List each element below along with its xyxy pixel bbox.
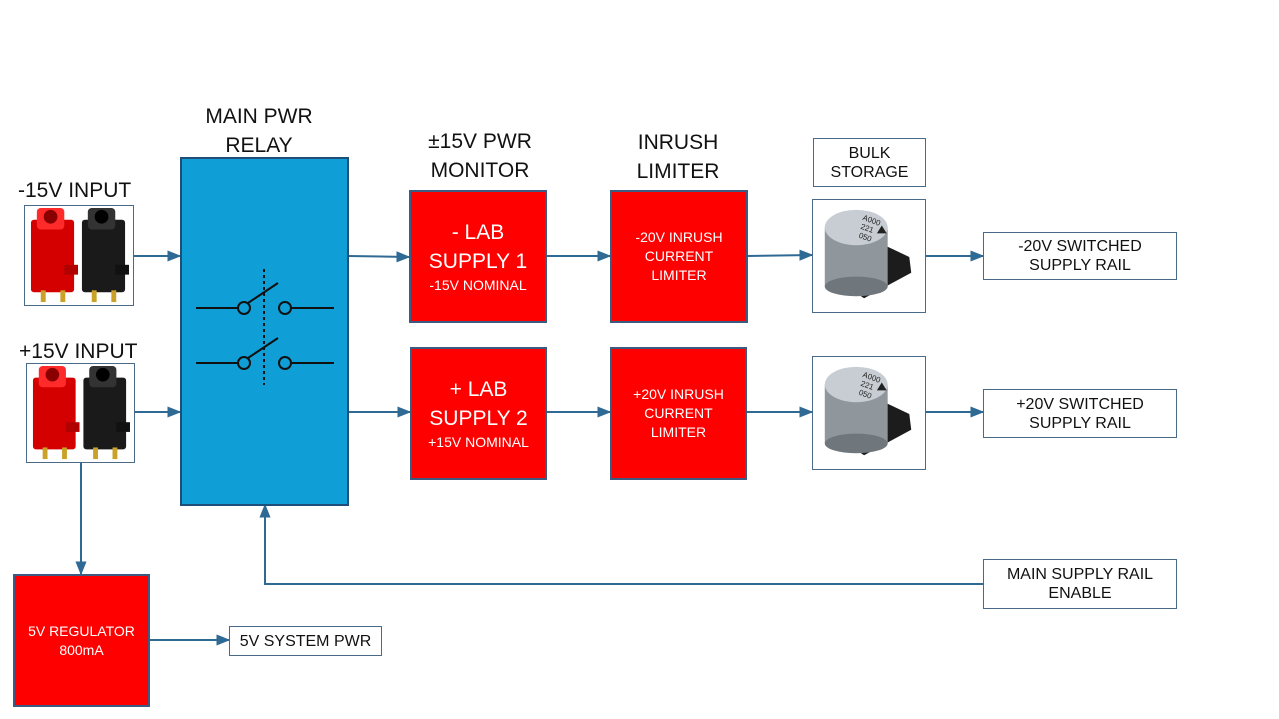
inrush-neg-block: -20V INRUSH CURRENT LIMITER (610, 190, 748, 323)
inrush-limiter-heading: INRUSH LIMITER (598, 128, 758, 186)
lab-supply-1-block: - LAB SUPPLY 1 -15V NOMINAL (409, 190, 547, 323)
inrush-neg-line: -20V INRUSH (635, 229, 723, 245)
neg-input-connector (24, 205, 134, 306)
5v-regulator-block: 5V REGULATOR 800mA (13, 574, 150, 707)
wire-enable-to-relay (259, 503, 983, 585)
wire-inrush-neg-to-cap (746, 249, 814, 261)
inrush-pos-line: CURRENT (644, 405, 713, 421)
pos-input-connector (26, 363, 135, 463)
regulator-line: 800mA (59, 641, 104, 658)
main-pwr-relay-heading: MAIN PWR RELAY (179, 102, 339, 160)
rail-neg-line: SUPPLY RAIL (1029, 257, 1131, 274)
capacitor-marking: 221 (859, 222, 874, 235)
heading-line: MAIN PWR (205, 105, 313, 128)
main-supply-rail-enable-label: MAIN SUPPLY RAIL ENABLE (983, 559, 1177, 609)
lab-supply-2-title-line: + LAB (449, 378, 508, 401)
lab-supply-2-block: + LAB SUPPLY 2 +15V NOMINAL (410, 347, 547, 480)
main-pwr-relay-block (180, 157, 349, 506)
capacitor-marking: 050 (858, 388, 874, 401)
bulk-storage-line: STORAGE (830, 163, 909, 181)
heading-line: RELAY (225, 134, 293, 157)
dpst-switch-icon (196, 269, 334, 385)
system-pwr-text: 5V SYSTEM PWR (239, 632, 372, 650)
bulk-storage-line: BULK (848, 144, 891, 162)
lab-supply-2-note: +15V NOMINAL (428, 434, 529, 450)
rail-neg-line: -20V SWITCHED (1018, 238, 1142, 255)
inrush-pos-line: +20V INRUSH (633, 386, 724, 402)
lab-supply-2-title-line: SUPPLY 2 (429, 407, 528, 430)
heading-line: ±15V PWR (428, 130, 532, 153)
inrush-pos-line: LIMITER (650, 424, 707, 440)
capacitor-marking: 221 (859, 379, 874, 392)
enable-line: ENABLE (1048, 585, 1112, 602)
heading-line: MONITOR (430, 159, 530, 182)
inrush-pos-block: +20V INRUSH CURRENT LIMITER (610, 347, 747, 480)
5v-system-pwr-label: 5V SYSTEM PWR (229, 626, 382, 656)
neg-bulk-capacitor: A000 221 050 (812, 199, 926, 313)
banana-jack-pair-icon (30, 207, 129, 303)
banana-jack-pair-icon (32, 365, 130, 460)
electrolytic-capacitor-icon: A000 221 050 (824, 366, 912, 456)
bulk-storage-label: BULK STORAGE (813, 138, 926, 187)
wire-relay-to-lab1 (347, 251, 411, 263)
pos-input-label: +15V INPUT (19, 340, 138, 363)
neg-input-label: -15V INPUT (18, 179, 132, 202)
pos-bulk-capacitor: A000 221 050 (812, 356, 926, 470)
pos-switched-rail-label: +20V SWITCHED SUPPLY RAIL (983, 389, 1177, 438)
rail-pos-line: SUPPLY RAIL (1029, 414, 1131, 432)
electrolytic-capacitor-icon: A000 221 050 (824, 209, 912, 299)
heading-line: INRUSH (637, 131, 719, 154)
regulator-line: 5V REGULATOR (28, 622, 135, 639)
heading-line: LIMITER (636, 160, 720, 183)
lab-supply-1-title-line: SUPPLY 1 (428, 250, 528, 273)
rail-pos-line: +20V SWITCHED (1016, 395, 1144, 413)
inrush-neg-line: LIMITER (651, 267, 707, 283)
pwr-monitor-heading: ±15V PWR MONITOR (400, 127, 560, 185)
neg-switched-rail-label: -20V SWITCHED SUPPLY RAIL (983, 232, 1177, 280)
lab-supply-1-note: -15V NOMINAL (429, 277, 527, 293)
inrush-neg-line: CURRENT (644, 248, 714, 264)
capacitor-marking: 050 (858, 231, 874, 244)
enable-line: MAIN SUPPLY RAIL (1006, 566, 1154, 583)
lab-supply-1-title-line: - LAB (451, 221, 505, 244)
